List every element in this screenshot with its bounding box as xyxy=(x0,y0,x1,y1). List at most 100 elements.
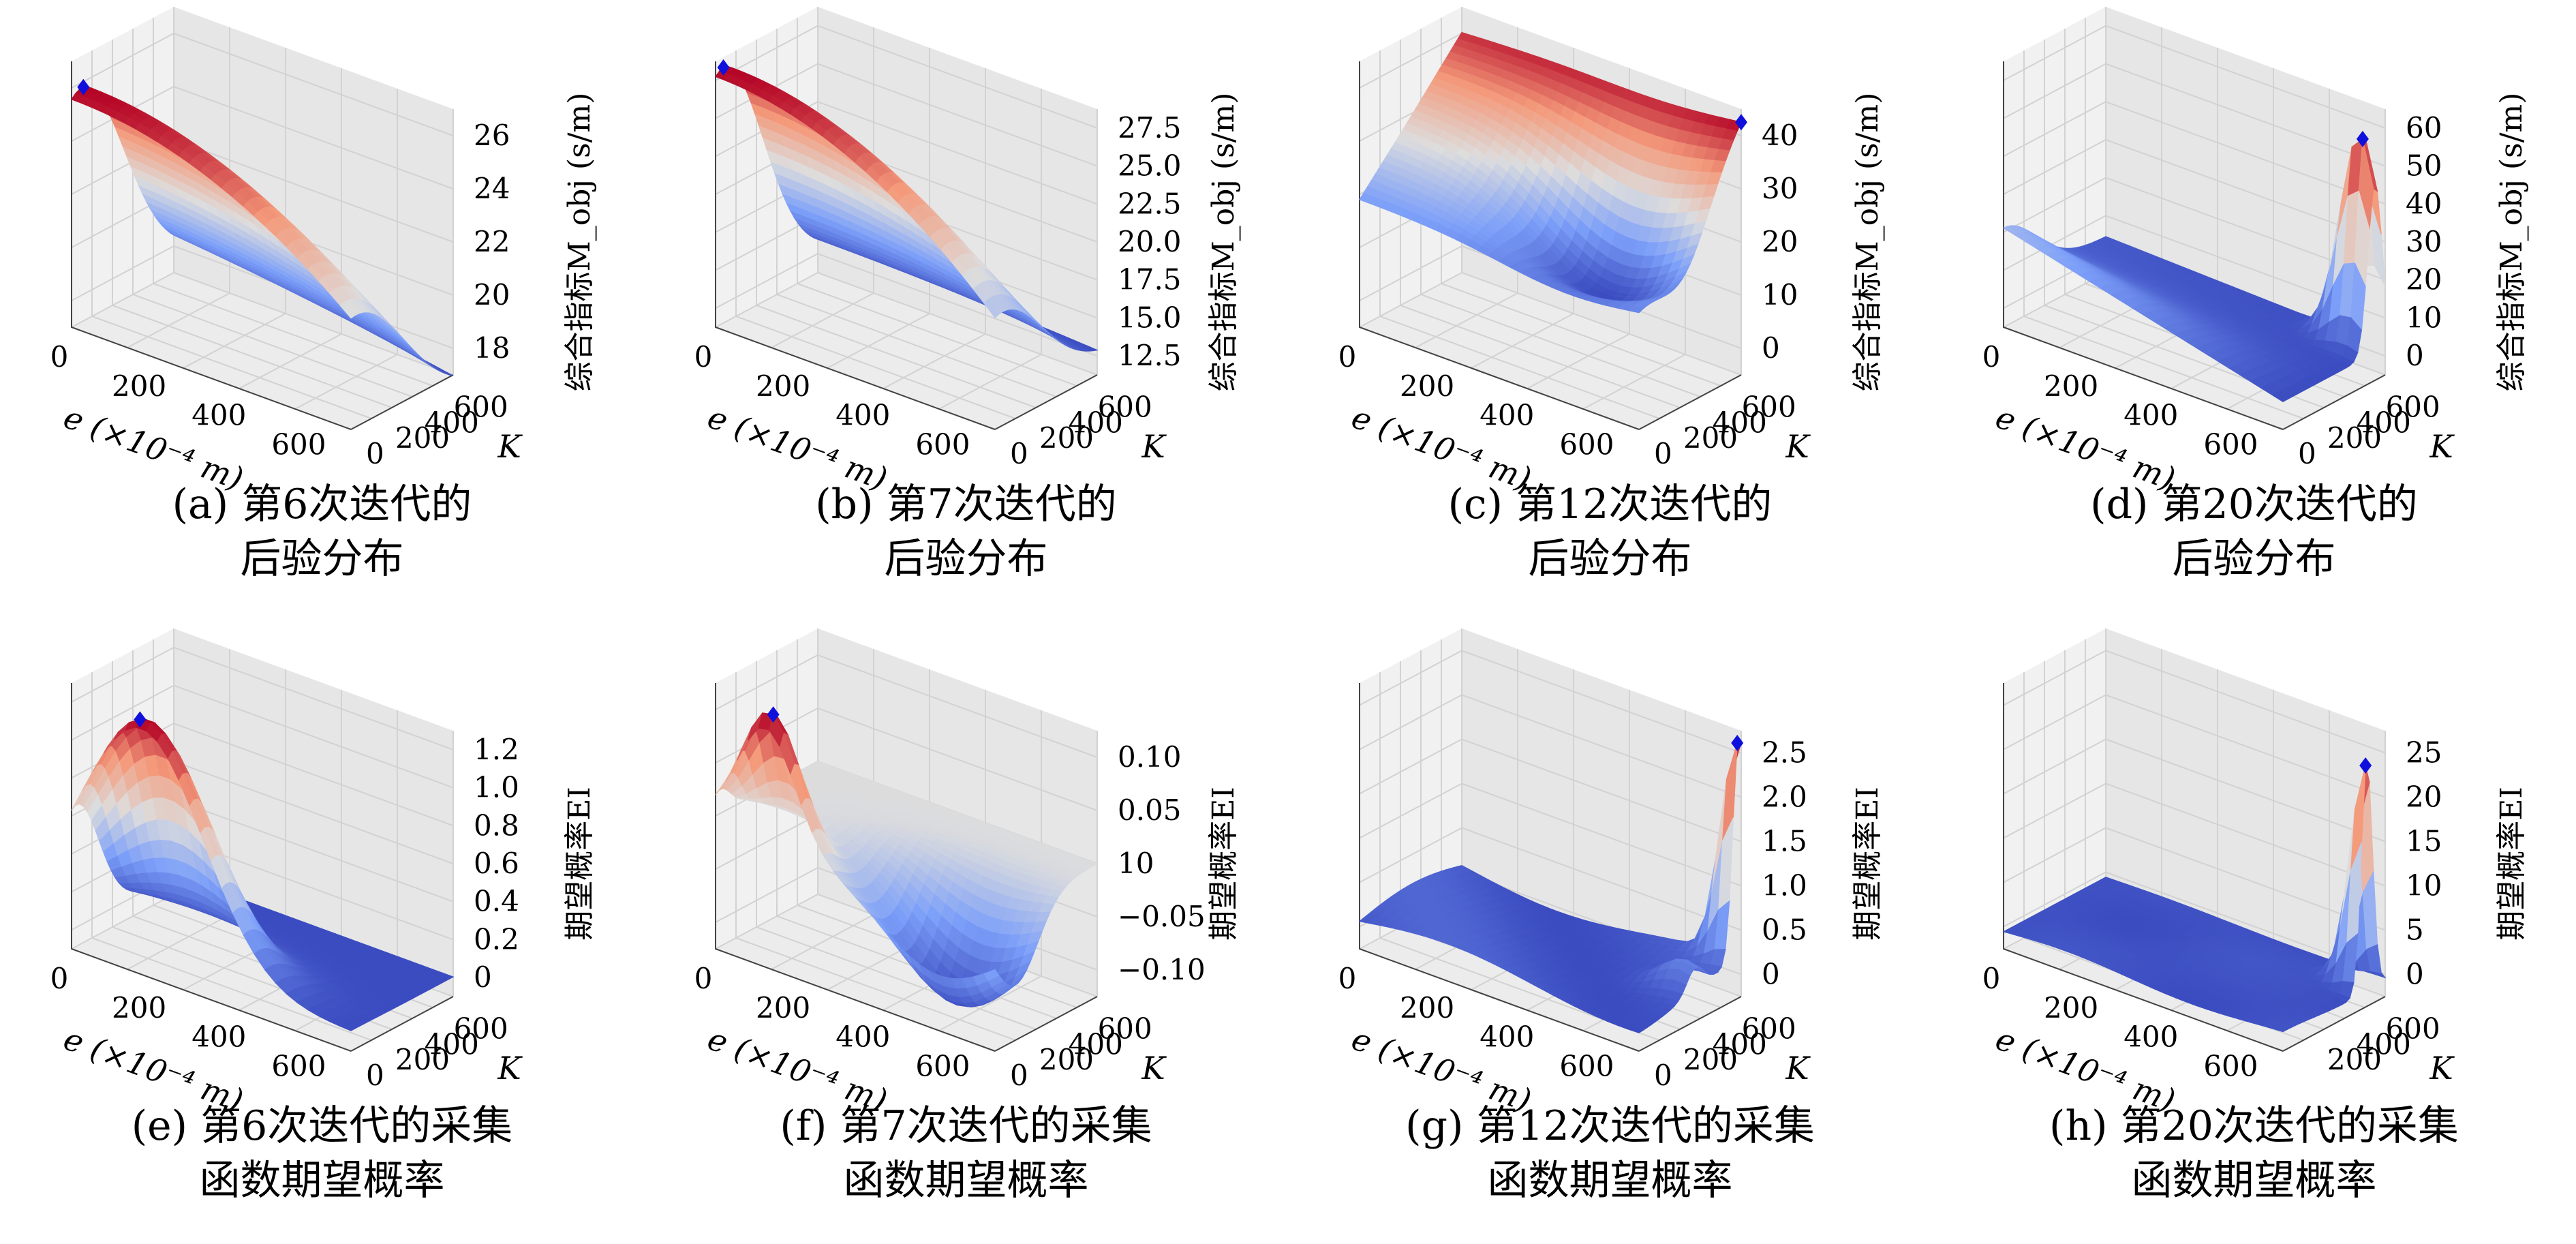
sample-point-marker xyxy=(2359,757,2372,774)
x-tick-label: 400 xyxy=(835,1020,890,1054)
z-tick-label: 10 xyxy=(2406,301,2442,334)
panel-f: 0 200 400 600 0 200 400 600 −0.10 −0.05 10 0.05 0.10… xyxy=(644,622,1288,1243)
y-tick-label: 600 xyxy=(454,390,508,423)
x-tick-label: 0 xyxy=(1338,962,1357,995)
y-tick-label: 200 xyxy=(2327,1043,2382,1076)
x-tick-label: 200 xyxy=(756,991,810,1025)
z-tick-label: 40 xyxy=(1762,119,1798,152)
z-tick-label: 2.5 xyxy=(1762,736,1807,770)
z-tick-label: 20.0 xyxy=(1118,225,1182,258)
caption-line1: (g) 第12次迭代的采集 xyxy=(1405,1102,1815,1150)
sample-point-marker xyxy=(134,711,147,728)
z-tick-label: 10 xyxy=(2406,869,2442,902)
z-tick-label: 20 xyxy=(2406,780,2442,814)
z-tick-label: 25.0 xyxy=(1118,149,1182,183)
caption-line1: (h) 第20次迭代的采集 xyxy=(2049,1102,2459,1150)
x-tick-label: 0 xyxy=(1338,340,1357,374)
caption-line2: 后验分布 xyxy=(1528,535,1692,583)
z-tick-label: 22.5 xyxy=(1118,187,1182,220)
panel-d: 0 200 400 600 0 200 400 600 0 10 20 30 40 50 60 e (×10⁻… xyxy=(1932,0,2576,622)
z-tick-label: 15.0 xyxy=(1118,301,1182,334)
x-tick-label: 0 xyxy=(1982,340,2001,374)
y-axis-label: K xyxy=(497,1050,523,1087)
y-tick-label: 0 xyxy=(1010,437,1028,470)
y-tick-label: 600 xyxy=(1742,1012,1796,1045)
caption-line2: 函数期望概率 xyxy=(2131,1157,2377,1204)
caption-line1: (b) 第7次迭代的 xyxy=(815,481,1117,528)
caption-b: (b) 第7次迭代的 后验分布 xyxy=(644,477,1288,586)
x-tick-label: 0 xyxy=(50,962,69,995)
x-tick-label: 600 xyxy=(2203,428,2258,461)
floor-pane xyxy=(716,273,1097,429)
y-tick-label: 600 xyxy=(454,1012,508,1045)
sample-point-marker xyxy=(2356,130,2369,147)
x-tick-label: 400 xyxy=(1479,1020,1534,1054)
caption-h: (h) 第20次迭代的采集 函数期望概率 xyxy=(1932,1099,2576,1208)
y-tick-label: 200 xyxy=(395,1043,450,1076)
y-tick-label: 400 xyxy=(1069,406,1123,439)
z-tick-label: 60 xyxy=(2406,111,2442,145)
z-tick-label: 0 xyxy=(2406,958,2424,991)
z-tick-label: −0.05 xyxy=(1118,900,1206,933)
sample-point-marker xyxy=(1735,114,1747,131)
surface xyxy=(2002,765,2387,1033)
z-tick-label: 0 xyxy=(1762,958,1780,991)
caption-g: (g) 第12次迭代的采集 函数期望概率 xyxy=(1288,1099,1932,1208)
panel-a: 0 200 400 600 0 200 400 600 18 20 22 24 26 e (×10⁻⁴ m… xyxy=(0,0,644,622)
x-tick-label: 0 xyxy=(1982,962,2001,995)
y-axis-label: K xyxy=(1785,428,1811,465)
surface xyxy=(1358,742,1742,1033)
z-tick-label: 0 xyxy=(1762,331,1780,365)
panel-g: 0 200 400 600 0 200 400 600 0 0.5 1.0 1.5 2.0 2.5 e (×… xyxy=(1288,622,1932,1243)
z-tick-label: 0 xyxy=(2406,339,2424,372)
y-tick-label: 400 xyxy=(2357,406,2411,439)
caption-line2: 后验分布 xyxy=(2172,535,2336,583)
floor-pane xyxy=(1360,273,1741,429)
x-tick-label: 400 xyxy=(191,1020,246,1054)
x-tick-label: 600 xyxy=(2203,1050,2258,1083)
y-axis-label: K xyxy=(1785,1050,1811,1087)
z-tick-label: 1.0 xyxy=(1762,869,1807,902)
x-tick-label: 0 xyxy=(50,340,69,374)
y-tick-label: 600 xyxy=(1098,1012,1152,1045)
y-tick-label: 200 xyxy=(395,421,450,455)
y-axis-label: K xyxy=(1141,428,1167,465)
y-axis-label: K xyxy=(2429,1050,2455,1087)
sample-point-marker xyxy=(717,59,730,76)
surface xyxy=(2002,137,2386,402)
y-tick-label: 400 xyxy=(425,406,479,439)
z-axis-label: 期望概率EI xyxy=(562,787,597,941)
x-tick-label: 600 xyxy=(1559,1050,1614,1083)
z-tick-label: 1.0 xyxy=(474,771,519,804)
z-tick-label: 20 xyxy=(2406,263,2442,297)
x-tick-label: 200 xyxy=(2044,369,2098,403)
panel-c: 0 200 400 600 0 200 400 600 0 10 20 30 40 e (×10⁻⁴ m)… xyxy=(1288,0,1932,622)
y-tick-label: 0 xyxy=(1654,437,1672,470)
y-tick-label: 200 xyxy=(1683,1043,1738,1076)
x-tick-label: 200 xyxy=(1400,991,1454,1025)
y-tick-label: 200 xyxy=(1683,421,1738,455)
y-tick-label: 400 xyxy=(2357,1027,2411,1061)
surface xyxy=(71,718,455,1031)
y-tick-label: 0 xyxy=(1654,1059,1672,1092)
y-tick-label: 600 xyxy=(1742,390,1796,423)
z-tick-label: 22 xyxy=(474,225,510,258)
z-tick-label: −0.10 xyxy=(1118,953,1206,986)
y-axis-label: K xyxy=(1141,1050,1167,1087)
x-tick-label: 600 xyxy=(271,1050,326,1083)
y-axis-label: K xyxy=(497,428,523,465)
surface xyxy=(715,712,1099,1007)
x-tick-label: 0 xyxy=(694,962,713,995)
z-tick-label: 20 xyxy=(474,278,510,312)
x-tick-label: 400 xyxy=(1479,399,1534,432)
caption-c: (c) 第12次迭代的 后验分布 xyxy=(1288,477,1932,586)
